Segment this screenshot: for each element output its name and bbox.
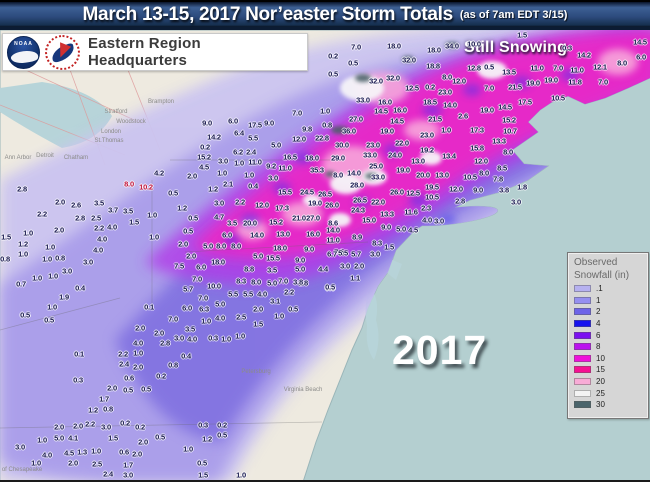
legend-label: 20: [596, 377, 605, 387]
legend-item: 2: [574, 306, 645, 318]
legend-label: 25: [596, 388, 605, 398]
legend-label: .1: [596, 284, 603, 294]
legend-swatch: [574, 389, 591, 397]
legend-item: 8: [574, 341, 645, 353]
still-snowing-label: Still Snowing: [464, 39, 568, 56]
title-bar: March 13-15, 2017 Nor’easter Storm Total…: [0, 0, 650, 30]
legend-item: 6: [574, 329, 645, 341]
agency-banner: NOAA Eastern Region Headquarters: [2, 33, 308, 71]
snowfall-map: NOAA Eastern Region Headquarters Still S…: [0, 30, 650, 480]
legend-title-line2: Snowfall (in): [574, 270, 630, 281]
noaa-logo-icon: NOAA: [7, 35, 40, 69]
legend-item: .1: [574, 283, 645, 295]
noaa-bird-icon: [10, 47, 39, 66]
legend-label: 8: [596, 342, 601, 352]
noaa-logo-text: NOAA: [14, 40, 33, 47]
legend-title-line1: Observed: [574, 257, 618, 268]
legend-label: 1: [596, 295, 601, 305]
legend-swatch: [574, 378, 591, 386]
legend-item: 30: [574, 399, 645, 411]
legend-item: 4: [574, 318, 645, 330]
legend-item: 10: [574, 353, 645, 365]
legend-label: 10: [596, 353, 605, 363]
legend-swatch: [574, 354, 591, 362]
year-label: 2017: [392, 327, 488, 373]
legend-swatch: [574, 401, 591, 409]
legend-label: 2: [596, 307, 601, 317]
legend-swatch: [574, 331, 591, 339]
org-name: Eastern Region Headquarters: [88, 35, 201, 69]
legend-item: 15: [574, 364, 645, 376]
nws-logo-icon: [45, 34, 80, 70]
legend-label: 30: [596, 400, 605, 410]
page-title: March 13-15, 2017 Nor’easter Storm Total…: [82, 3, 454, 25]
legend: Observed Snowfall (in) .1 1 2 4 6 8 10 15 20 25 30: [567, 252, 649, 419]
legend-swatch: [574, 366, 591, 374]
legend-label: 6: [596, 330, 601, 340]
legend-label: 15: [596, 365, 605, 375]
legend-swatch: [574, 285, 591, 293]
legend-swatch: [574, 343, 591, 351]
legend-label: 4: [596, 319, 601, 329]
legend-swatch: [574, 320, 591, 328]
legend-item: 1: [574, 295, 645, 307]
legend-item: 25: [574, 387, 645, 399]
legend-item: 20: [574, 376, 645, 388]
legend-swatch: [574, 296, 591, 304]
title-timestamp: (as of 7am EDT 3/15): [459, 8, 568, 21]
legend-swatch: [574, 308, 591, 316]
legend-rows: .1 1 2 4 6 8 10 15 20 25 30: [574, 283, 645, 411]
base-map: [0, 30, 650, 480]
